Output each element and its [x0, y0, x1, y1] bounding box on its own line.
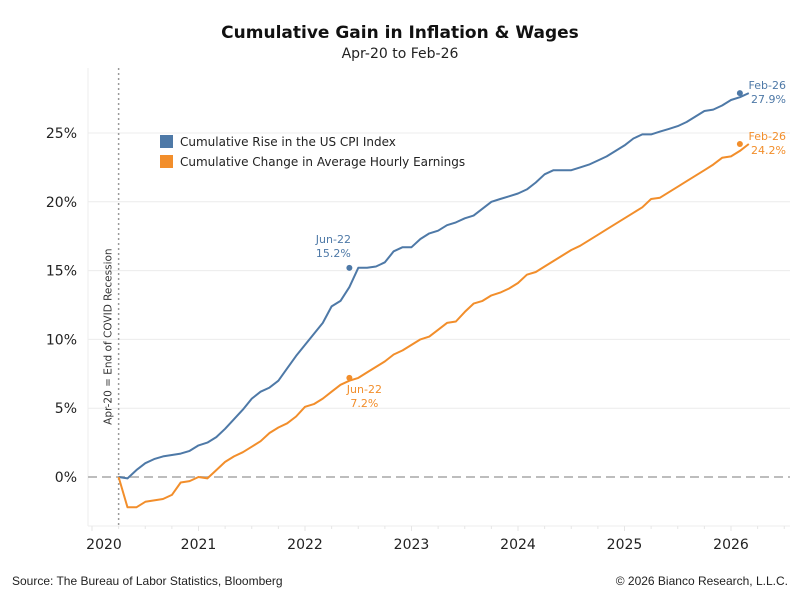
- legend-swatch-wages: [160, 155, 173, 168]
- annotation-point: [346, 264, 353, 271]
- y-tick-label: 5%: [55, 401, 77, 417]
- x-tick-label: 2025: [607, 537, 643, 553]
- x-tick-label: 2022: [287, 537, 323, 553]
- y-axis: 0% 5% 10% 15% 20% 25%: [46, 126, 77, 486]
- annotation-date: Jun-22: [315, 233, 351, 246]
- y-tick-label: 20%: [46, 195, 77, 211]
- annotation-value: 7.2%: [350, 397, 378, 410]
- y-tick-label: 0%: [55, 470, 77, 486]
- gridlines: [87, 68, 790, 526]
- legend-swatch-cpi: [160, 135, 173, 148]
- annotation-date: Feb-26: [749, 79, 786, 92]
- x-axis: 2020 2021 2022 2023 2024 2025 2026: [86, 525, 790, 553]
- recession-reference: Apr-20 = End of COVID Recession: [103, 68, 120, 526]
- legend-label-wages: Cumulative Change in Average Hourly Earn…: [180, 155, 465, 169]
- annotation-value: 27.9%: [751, 93, 786, 106]
- annotation-point: [736, 141, 743, 148]
- x-tick-label: 2021: [181, 537, 217, 553]
- annotation-date: Jun-22: [346, 383, 382, 396]
- x-tick-label: 2024: [500, 537, 536, 553]
- copyright-note: © 2026 Bianco Research, L.L.C.: [616, 574, 788, 588]
- annotation-date: Feb-26: [749, 130, 786, 143]
- annotation-point: [736, 90, 743, 97]
- wages-line: [117, 143, 750, 509]
- legend: Cumulative Rise in the US CPI Index Cumu…: [160, 135, 465, 169]
- annotation-value: 15.2%: [316, 247, 351, 260]
- x-tick-label: 2020: [86, 537, 122, 553]
- recession-label: Apr-20 = End of COVID Recession: [103, 248, 115, 424]
- annotation-point: [346, 374, 353, 381]
- cpi-line: [118, 92, 750, 480]
- y-tick-label: 25%: [46, 126, 77, 142]
- legend-label-cpi: Cumulative Rise in the US CPI Index: [180, 135, 396, 149]
- chart-title: Cumulative Gain in Inflation & Wages: [221, 23, 579, 43]
- annotations: Jun-2215.2%Feb-2627.9%Jun-227.2%Feb-2624…: [315, 79, 786, 410]
- x-tick-label: 2026: [713, 537, 749, 553]
- source-note: Source: The Bureau of Labor Statistics, …: [12, 574, 283, 588]
- annotation-value: 24.2%: [751, 144, 786, 157]
- y-tick-label: 10%: [46, 332, 77, 348]
- x-tick-label: 2023: [394, 537, 430, 553]
- chart-subtitle: Apr-20 to Feb-26: [342, 46, 459, 62]
- y-tick-label: 15%: [46, 264, 77, 280]
- series-lines: [117, 92, 750, 509]
